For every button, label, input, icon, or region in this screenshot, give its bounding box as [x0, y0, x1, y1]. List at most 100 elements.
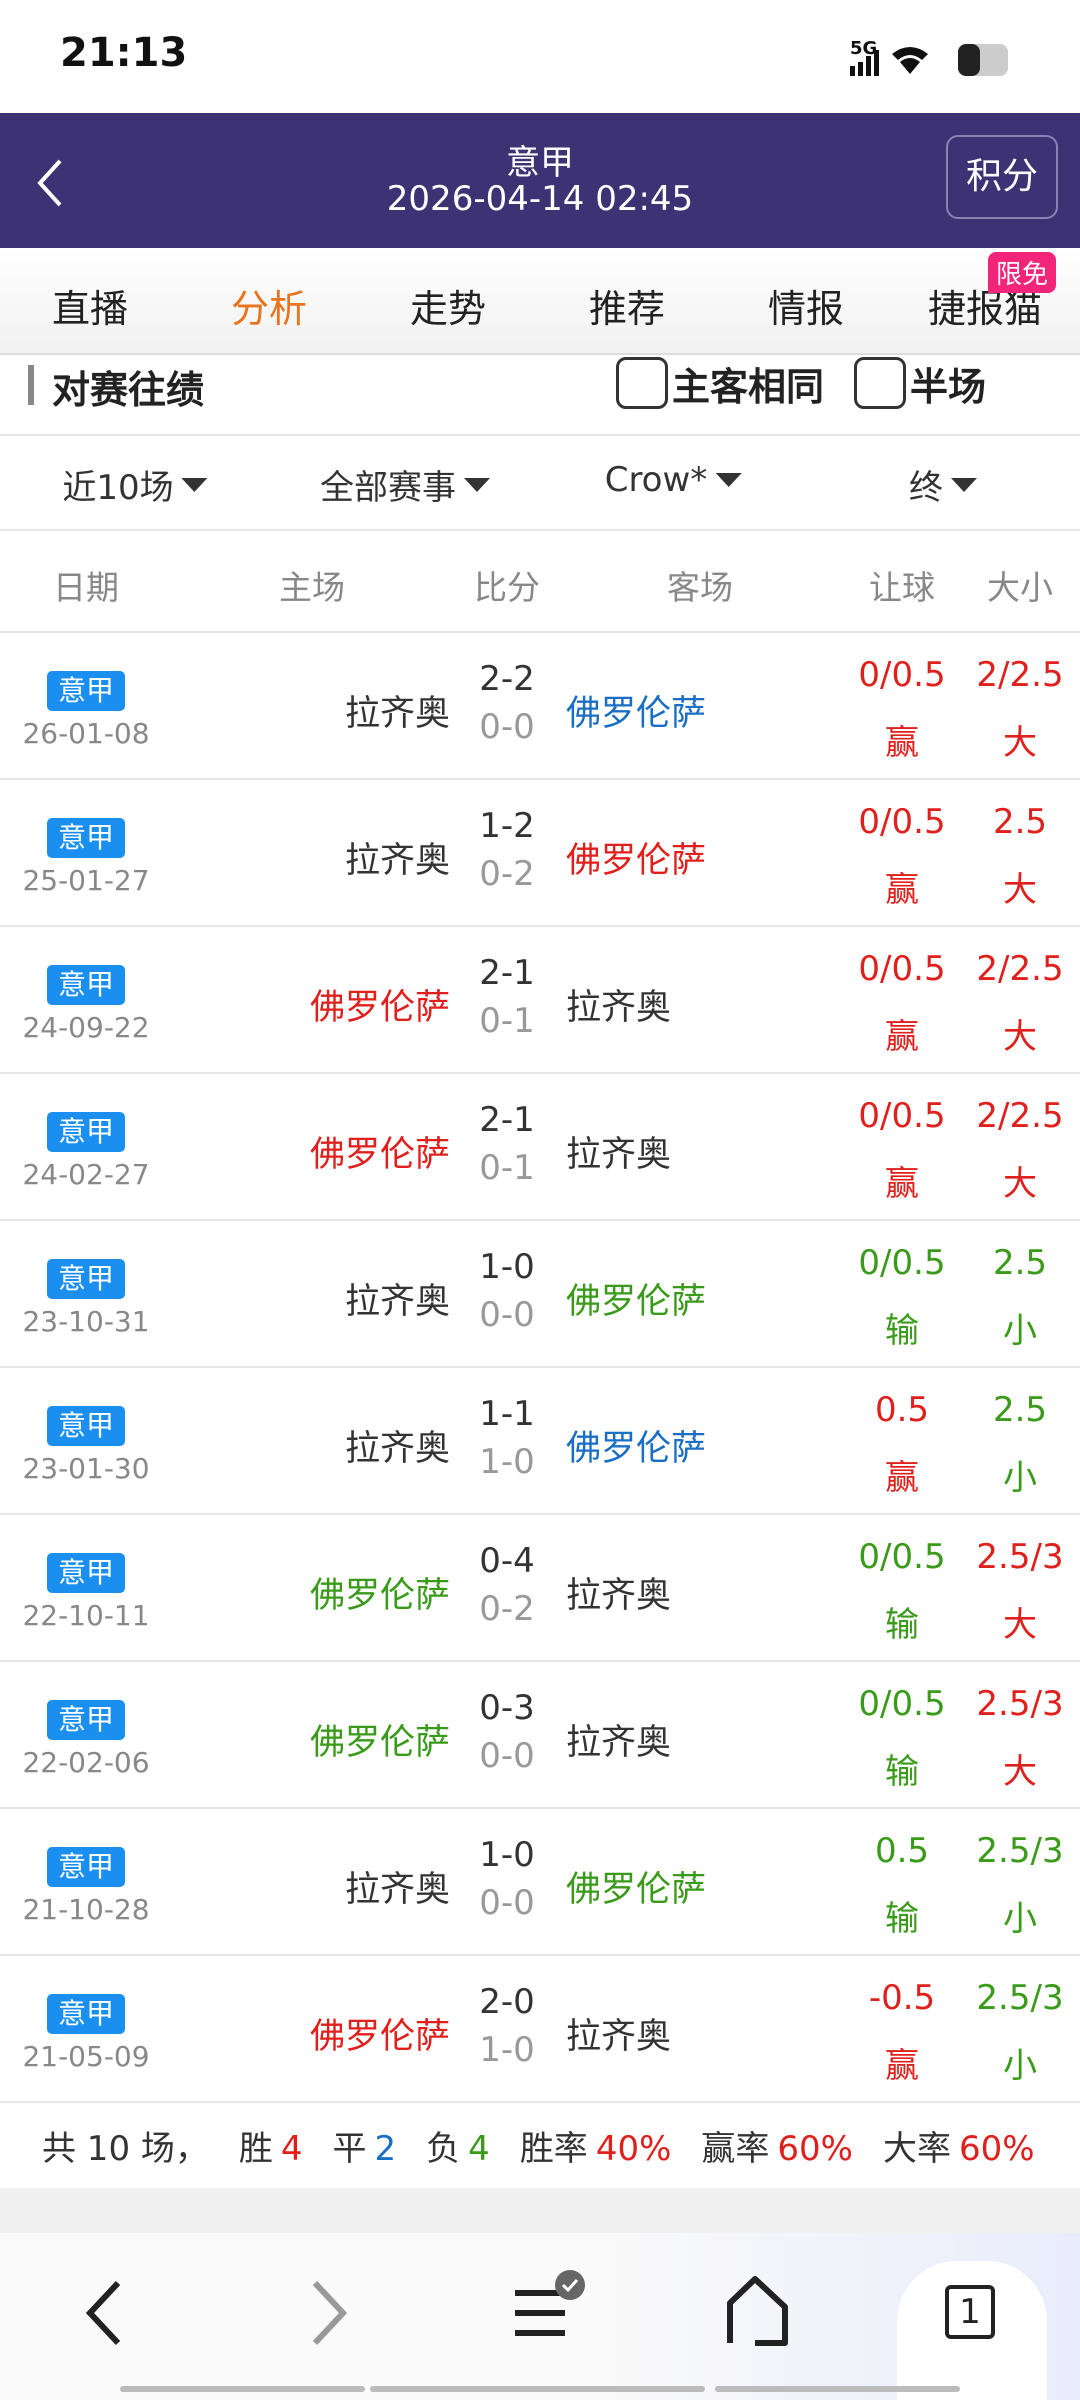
ou-result: 大 — [1003, 723, 1037, 763]
ou-result: 大 — [1003, 1017, 1037, 1057]
handicap-line: -0.5 — [868, 1978, 936, 2018]
back-icon[interactable] — [85, 2280, 121, 2346]
half-score: 0-0 — [479, 1883, 535, 1923]
full-score: 2-0 — [479, 1982, 535, 2022]
home-icon[interactable] — [727, 2276, 788, 2346]
nav-icons — [85, 2270, 788, 2346]
handicap-line: 0/0.5 — [858, 949, 946, 989]
checkbox-option[interactable]: 主客相同 — [616, 357, 824, 409]
match-date: 23-01-30 — [22, 1452, 150, 1485]
handicap-line: 0/0.5 — [858, 802, 946, 842]
dropdown-arrow — [715, 473, 742, 487]
tab[interactable]: 推荐 — [588, 287, 665, 331]
summary-label: 赢率 — [701, 2129, 770, 2169]
home-team: 拉齐奥 — [344, 841, 450, 881]
ou-line: 2.5/3 — [976, 1684, 1064, 1724]
half-score: 1-0 — [479, 1442, 535, 1482]
checkbox-option[interactable]: 半场 — [854, 357, 986, 409]
handicap-line: 0/0.5 — [858, 1684, 946, 1724]
back-button[interactable] — [30, 153, 70, 213]
checkbox[interactable] — [854, 357, 906, 409]
forward-icon[interactable] — [312, 2280, 348, 2346]
ou-line: 2.5/3 — [976, 1831, 1064, 1871]
summary-label: 共 10 场， — [42, 2129, 209, 2169]
column-header: 日期 主场 比分 客场 让球 大小 — [0, 531, 1080, 633]
away-team: 拉齐奥 — [566, 1723, 672, 1763]
match-row[interactable]: 意甲 21-10-28 拉齐奥 1-0 0-0 佛罗伦萨 0.5 输 2.5/3 小 — [0, 1809, 1080, 1956]
half-score: 0-0 — [479, 1295, 535, 1335]
column-label: 大小 — [987, 568, 1053, 607]
summary-value: 4 — [280, 2129, 303, 2169]
league-tag: 意甲 — [47, 818, 125, 858]
checkbox[interactable] — [616, 357, 668, 409]
ou-result: 大 — [1003, 1605, 1037, 1645]
home-team: 佛罗伦萨 — [309, 2017, 450, 2057]
match-date: 21-10-28 — [22, 1893, 150, 1926]
tab[interactable]: 分析 — [230, 287, 307, 331]
status-bar: 21:13 5G — [0, 0, 1080, 113]
home-team: 拉齐奥 — [344, 1870, 450, 1910]
league-tag: 意甲 — [47, 965, 125, 1005]
full-score: 0-4 — [479, 1541, 535, 1581]
filter-dropdown[interactable]: Crow* — [605, 460, 742, 500]
column-label: 让球 — [869, 568, 935, 607]
match-row[interactable]: 意甲 26-01-08 拉齐奥 2-2 0-0 佛罗伦萨 0/0.5 赢 2/2.5 大 — [0, 633, 1080, 780]
filter-label: Crow* — [604, 460, 708, 500]
tab-count[interactable]: 1 — [945, 2285, 995, 2339]
full-score: 1-2 — [479, 806, 535, 846]
handicap-result: 赢 — [885, 1458, 919, 1498]
full-score: 1-1 — [479, 1394, 535, 1434]
ou-line: 2/2.5 — [976, 949, 1064, 989]
filter-dropdown[interactable]: 终 — [909, 460, 977, 509]
tab[interactable]: 走势 — [409, 287, 486, 331]
standings-button[interactable]: 积分 — [946, 135, 1058, 219]
handicap-line: 0.5 — [874, 1831, 930, 1871]
home-team: 佛罗伦萨 — [309, 988, 450, 1028]
filter-dropdown[interactable]: 全部赛事 — [320, 460, 490, 509]
filter-dropdown[interactable]: 近10场 — [62, 460, 208, 509]
match-row[interactable]: 意甲 23-10-31 拉齐奥 1-0 0-0 佛罗伦萨 0/0.5 输 2.5 小 — [0, 1221, 1080, 1368]
match-row[interactable]: 意甲 22-02-06 佛罗伦萨 0-3 0-0 拉齐奥 0/0.5 输 2.5/3 大 — [0, 1662, 1080, 1809]
summary-label: 大率 — [882, 2129, 951, 2169]
handicap-result: 赢 — [885, 2046, 919, 2086]
section-marker — [28, 365, 34, 405]
tab[interactable]: 直播 — [51, 287, 128, 331]
column-label: 客场 — [667, 568, 733, 607]
ou-line: 2.5 — [992, 1390, 1048, 1430]
half-score: 0-1 — [479, 1148, 535, 1188]
handicap-line: 0/0.5 — [858, 1243, 946, 1283]
away-team: 佛罗伦萨 — [566, 841, 707, 881]
summary-item: 共 10 场， — [42, 2121, 209, 2170]
match-row[interactable]: 意甲 24-09-22 佛罗伦萨 2-1 0-1 拉齐奥 0/0.5 赢 2/2.5 大 — [0, 927, 1080, 1074]
section-header: 对赛往绩 主客相同 半场 — [0, 355, 1080, 436]
tab[interactable]: 捷报猫 — [927, 287, 1042, 331]
full-score: 2-2 — [479, 659, 535, 699]
match-row[interactable]: 意甲 22-10-11 佛罗伦萨 0-4 0-2 拉齐奥 0/0.5 输 2.5/3 大 — [0, 1515, 1080, 1662]
match-row[interactable]: 意甲 24-02-27 佛罗伦萨 2-1 0-1 拉齐奥 0/0.5 赢 2/2.5 大 — [0, 1074, 1080, 1221]
column-label: 主场 — [279, 568, 345, 607]
match-row[interactable]: 意甲 25-01-27 拉齐奥 1-2 0-2 佛罗伦萨 0/0.5 赢 2.5 大 — [0, 780, 1080, 927]
summary-value: 40% — [595, 2129, 672, 2169]
full-score: 1-0 — [479, 1835, 535, 1875]
ou-result: 小 — [1003, 1311, 1037, 1351]
ou-line: 2/2.5 — [976, 655, 1064, 695]
summary-item: 大率 60% — [883, 2121, 1035, 2170]
tab-bar: 直播 分析 走势 推荐 情报 捷报猫 限免 — [0, 248, 1080, 355]
full-score: 1-0 — [479, 1247, 535, 1287]
league-title: 意甲 — [506, 143, 574, 183]
match-date: 23-10-31 — [22, 1305, 150, 1338]
menu-icon[interactable] — [515, 2270, 585, 2336]
league-tag: 意甲 — [47, 1700, 125, 1740]
ou-line: 2.5/3 — [976, 1537, 1064, 1577]
handicap-result: 赢 — [885, 1017, 919, 1057]
match-date: 22-10-11 — [22, 1599, 150, 1632]
match-date: 21-05-09 — [22, 2040, 150, 2073]
ou-line: 2.5 — [992, 1243, 1048, 1283]
match-row[interactable]: 意甲 21-05-09 佛罗伦萨 2-0 1-0 拉齐奥 -0.5 赢 2.5/3 小 — [0, 1956, 1080, 2103]
tab[interactable]: 情报 — [767, 287, 844, 331]
dropdown-arrow — [951, 477, 977, 492]
away-team: 佛罗伦萨 — [566, 1282, 707, 1322]
gesture-bar — [120, 2386, 960, 2392]
match-row[interactable]: 意甲 23-01-30 拉齐奥 1-1 1-0 佛罗伦萨 0.5 赢 2.5 小 — [0, 1368, 1080, 1515]
